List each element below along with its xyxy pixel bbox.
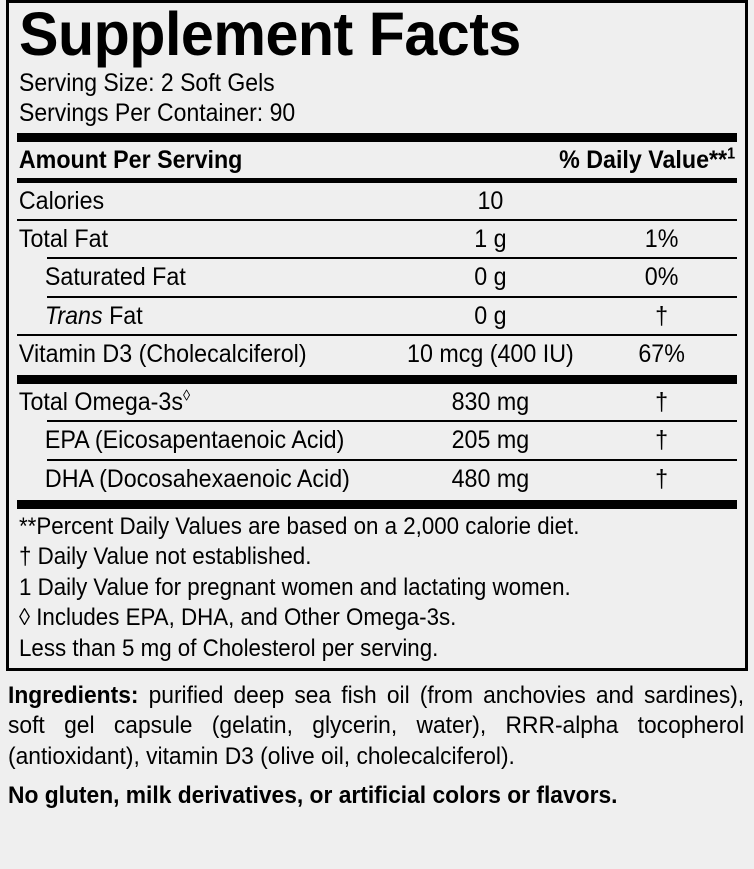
divider-below-header — [17, 177, 737, 183]
divider-above-header — [17, 132, 737, 142]
row-label-total-fat: Total Fat — [18, 225, 109, 254]
row-separator — [17, 420, 737, 423]
table-row: Total Omega-3s◊ 830 mg † — [17, 384, 737, 420]
supplement-facts-panel: Supplement Facts Serving Size: 2 Soft Ge… — [6, 0, 748, 672]
ingredients-text: purified deep sea fish oil (from anchovi… — [8, 682, 745, 770]
row-label-trans-fat: Trans Fat — [17, 298, 369, 334]
row-amount-vitamin-d3: 10 mcg (400 IU) — [407, 339, 574, 368]
row-amount-dha: 480 mg — [451, 464, 530, 493]
footnote-diamond-omega: ◊ Includes EPA, DHA, and Other Omega-3s. — [19, 604, 457, 632]
row-label-calories: Calories — [18, 186, 105, 215]
table-row: EPA (Eicosapentaenoic Acid) 205 mg † — [17, 422, 737, 458]
nutrition-rows-table: Calories 10 Total Fat 1 g 1% Saturated F… — [17, 183, 737, 372]
row-amount-epa: 205 mg — [451, 426, 530, 455]
amount-per-serving-header: Amount Per Serving — [18, 145, 243, 174]
nutrition-table: Amount Per Serving % Daily Value**1 — [17, 142, 737, 178]
table-row: Saturated Fat 0 g 0% — [17, 259, 737, 295]
row-label-total-omega-3s: Total Omega-3s◊ — [17, 384, 369, 420]
row-separator — [17, 257, 737, 260]
row-separator — [17, 219, 737, 222]
row-dv-total-fat: 1% — [644, 225, 679, 254]
page-title: Supplement Facts — [19, 0, 521, 68]
row-separator — [17, 333, 737, 336]
ingredients-label: Ingredients: — [8, 682, 139, 710]
servings-per-container-text: Servings Per Container: 90 — [19, 99, 296, 128]
ingredients-paragraph: Ingredients: purified deep sea fish oil … — [8, 681, 744, 772]
row-dv-epa: † — [654, 426, 668, 455]
daily-value-header-superscript: 1 — [727, 145, 736, 163]
row-amount-saturated-fat: 0 g — [474, 263, 507, 292]
table-row: Trans Fat 0 g † — [17, 298, 737, 334]
ingredients-block: Ingredients: purified deep sea fish oil … — [6, 671, 748, 811]
divider-above-omega — [17, 375, 737, 385]
row-dv-total-omega-3s: † — [654, 388, 668, 417]
row-amount-calories: 10 — [477, 186, 504, 215]
footnote-dagger: † Daily Value not established. — [19, 543, 312, 571]
table-row: Calories 10 — [17, 183, 737, 219]
row-amount-trans-fat: 0 g — [474, 301, 507, 330]
table-row: Vitamin D3 (Cholecalciferol) 10 mcg (400… — [17, 336, 737, 372]
daily-value-header-marks: ** — [709, 145, 728, 174]
daily-value-header-text: % Daily Value — [559, 145, 710, 174]
omega-rows-table: Total Omega-3s◊ 830 mg † EPA (Eicosapent… — [17, 384, 737, 497]
serving-size-text: Serving Size: 2 Soft Gels — [19, 68, 275, 97]
table-header-row: Amount Per Serving % Daily Value**1 — [17, 142, 737, 178]
row-label-trans-fat-italic: Trans — [44, 301, 103, 330]
row-separator — [17, 295, 737, 298]
row-separator — [17, 458, 737, 461]
footnote-percent-daily-values: **Percent Daily Values are based on a 2,… — [19, 512, 580, 540]
row-label-dha: DHA (Docosahexaenoic Acid) — [44, 464, 350, 493]
footnote-cholesterol: Less than 5 mg of Cholesterol per servin… — [19, 634, 439, 662]
allergen-statement: No gluten, milk derivatives, or artifici… — [8, 781, 618, 809]
footnotes-block: **Percent Daily Values are based on a 2,… — [17, 509, 737, 666]
diamond-superscript-icon: ◊ — [182, 387, 191, 405]
divider-above-footnotes — [17, 499, 737, 509]
row-dv-trans-fat: † — [654, 301, 668, 330]
row-amount-total-omega-3s: 830 mg — [451, 388, 530, 417]
footnote-pregnant-lactating: 1 Daily Value for pregnant women and lac… — [19, 573, 571, 601]
row-dv-saturated-fat: 0% — [644, 263, 679, 292]
table-row: DHA (Docosahexaenoic Acid) 480 mg † — [17, 461, 737, 497]
row-label-total-omega-3s-text: Total Omega-3s — [18, 388, 183, 417]
row-label-saturated-fat: Saturated Fat — [44, 263, 186, 292]
row-dv-dha: † — [654, 464, 668, 493]
daily-value-header: % Daily Value**1 — [419, 142, 737, 178]
table-row: Total Fat 1 g 1% — [17, 221, 737, 257]
row-amount-total-fat: 1 g — [474, 225, 507, 254]
row-dv-vitamin-d3: 67% — [638, 339, 685, 368]
row-label-trans-fat-rest: Fat — [102, 301, 143, 330]
row-label-epa: EPA (Eicosapentaenoic Acid) — [44, 426, 345, 455]
row-label-vitamin-d3: Vitamin D3 (Cholecalciferol) — [18, 339, 307, 368]
